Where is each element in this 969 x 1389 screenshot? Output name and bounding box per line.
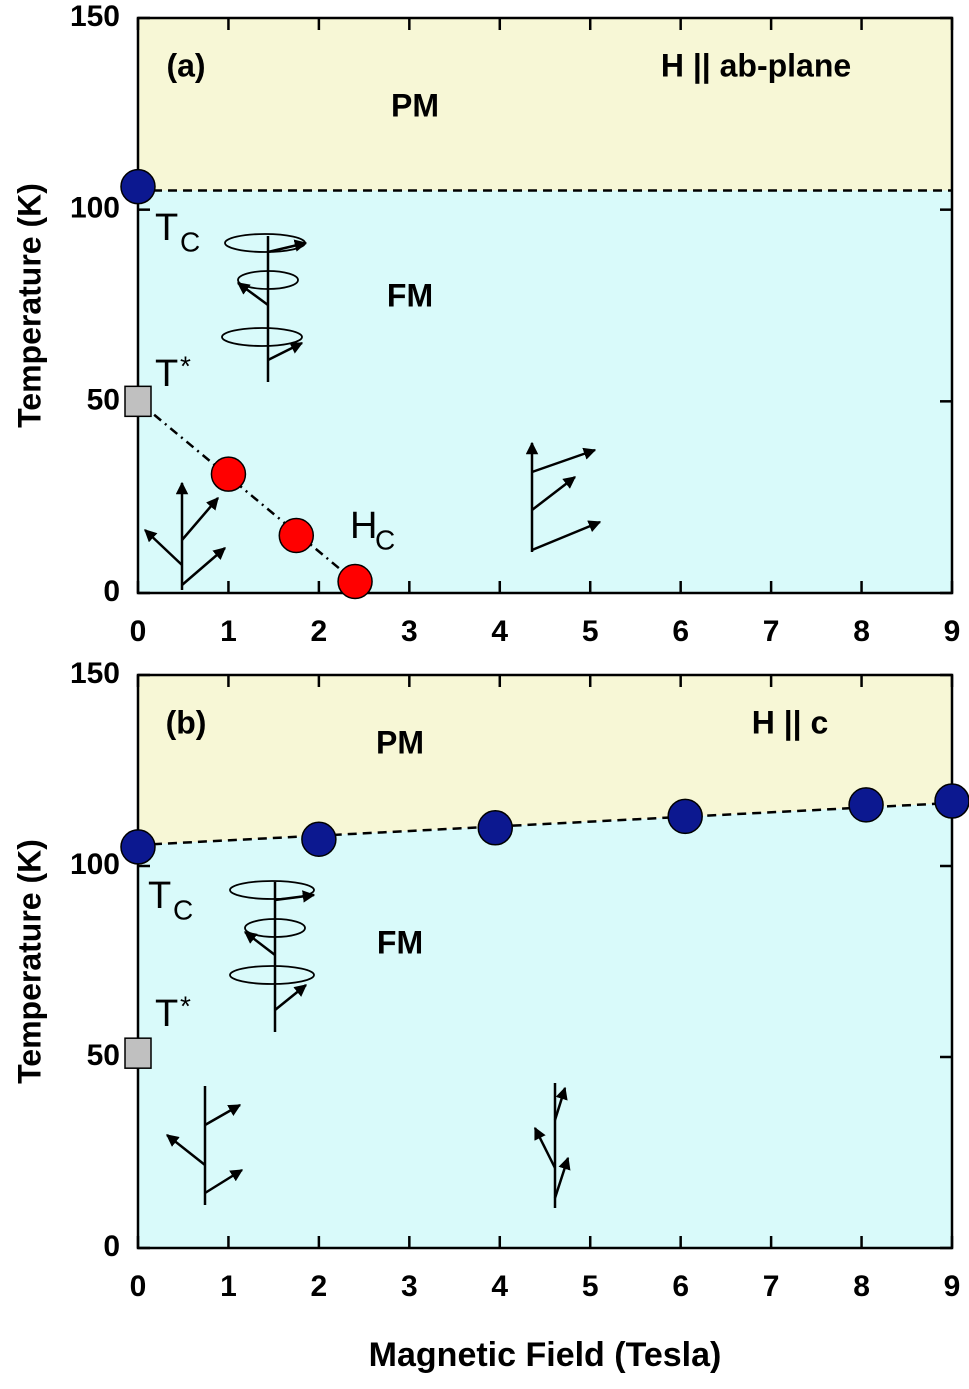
region-label: FM <box>387 277 433 313</box>
point <box>120 168 156 205</box>
point <box>210 456 247 492</box>
point <box>477 810 514 846</box>
y-axis-title: Temperature (K) <box>11 839 47 1084</box>
point-label: T <box>155 993 178 1035</box>
x-tick-label: 6 <box>672 1270 689 1303</box>
point <box>848 787 884 823</box>
boundary-line <box>137 400 356 583</box>
x-tick-label: 1 <box>220 615 237 648</box>
x-tick-label: 0 <box>130 1270 147 1303</box>
x-tick-label: 6 <box>672 615 689 648</box>
x-tick-label: 0 <box>130 615 147 648</box>
region-fill <box>138 675 952 845</box>
point <box>278 517 315 554</box>
panel-label: (a) <box>166 47 205 83</box>
y-axis-title: Temperature (K) <box>11 183 47 428</box>
y-tick-label: 150 <box>70 657 120 690</box>
x-tick-label: 3 <box>401 1270 418 1303</box>
point <box>120 829 156 865</box>
point-label: H <box>350 505 377 547</box>
y-tick-label: 50 <box>87 383 120 416</box>
x-tick-label: 5 <box>582 615 599 648</box>
boundary-line <box>137 801 953 847</box>
y-tick-label: 50 <box>87 1039 120 1072</box>
x-tick-label: 5 <box>582 1270 599 1303</box>
x-tick-label: 1 <box>220 1270 237 1303</box>
point-label-sup: * <box>180 990 191 1021</box>
region-label: PM <box>391 87 439 123</box>
point-label-sub: C <box>375 524 395 555</box>
y-tick-label: 150 <box>70 0 120 33</box>
point-label-sub: C <box>180 226 200 257</box>
x-tick-label: 8 <box>853 1270 870 1303</box>
x-axis-title: Magnetic Field (Tesla) <box>369 1336 722 1374</box>
plot-frame <box>136 16 954 595</box>
region-label: PM <box>376 724 424 760</box>
x-tick-label: 2 <box>311 1270 328 1303</box>
point-label: T <box>155 207 178 249</box>
point-label: T <box>155 353 178 395</box>
point <box>301 821 337 858</box>
region-fill <box>138 190 952 593</box>
panel-label: (b) <box>166 704 207 740</box>
region-fill <box>138 802 952 1248</box>
y-tick-label: 100 <box>70 848 120 881</box>
x-tick-label: 4 <box>491 1270 508 1303</box>
x-tick-label: 4 <box>491 615 508 648</box>
point <box>124 1037 152 1069</box>
x-tick-label: 8 <box>853 615 870 648</box>
x-tick-label: 7 <box>763 1270 780 1303</box>
point-label-sup: * <box>180 350 191 381</box>
region-label: FM <box>377 924 423 960</box>
x-tick-label: 3 <box>401 615 418 648</box>
y-tick-label: 0 <box>103 1230 120 1263</box>
panel: 0 1 2 3 4 5 6 7 8 9 0 50 100 150 (a) H || ab-plane PM FM T… <box>11 0 960 648</box>
x-tick-label: 2 <box>311 615 328 648</box>
point <box>337 563 373 600</box>
x-tick-label: 9 <box>944 615 961 648</box>
x-tick-label: 7 <box>763 615 780 648</box>
y-tick-label: 0 <box>103 575 120 608</box>
point-label-sub: C <box>173 894 193 925</box>
point <box>124 385 152 418</box>
x-tick-label: 9 <box>944 1270 961 1303</box>
spin-insets <box>144 233 602 1208</box>
y-tick-label: 100 <box>70 192 120 225</box>
point <box>667 798 703 835</box>
point <box>934 783 969 819</box>
annotation: H || c <box>752 704 829 740</box>
annotation: H || ab-plane <box>661 47 851 83</box>
point-label: T <box>148 875 171 917</box>
plot-frame <box>136 673 954 1250</box>
region-fill <box>138 18 952 191</box>
